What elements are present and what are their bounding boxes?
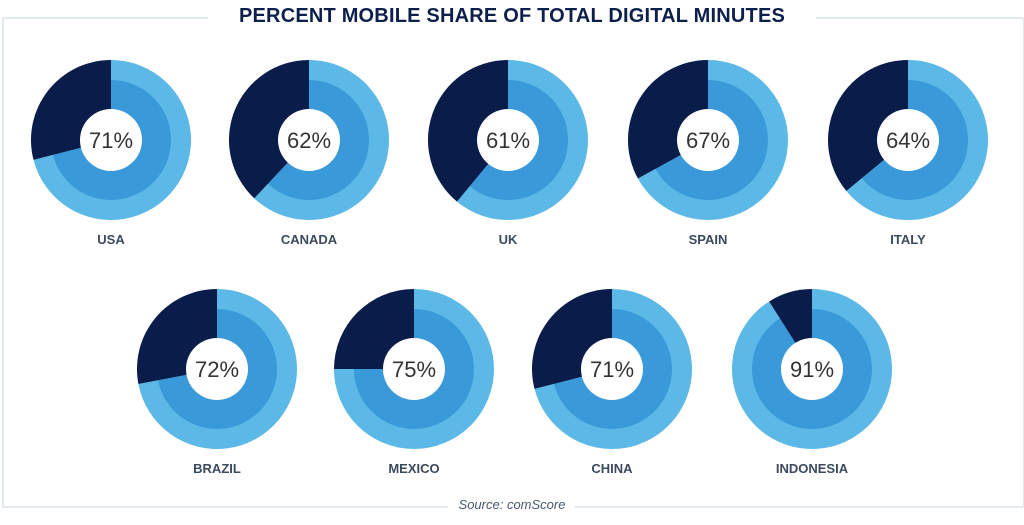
donut-value-label: 62% <box>287 128 331 153</box>
donut-other-uk <box>427 60 508 202</box>
chart-title: PERCENT MOBILE SHARE OF TOTAL DIGITAL MI… <box>238 5 786 27</box>
source-rule-right <box>575 506 1023 508</box>
donut-other-canada <box>229 60 309 199</box>
donut-country-label: ITALY <box>890 232 926 247</box>
donut-value-label: 71% <box>89 128 133 153</box>
donut-hole-canada <box>278 109 340 171</box>
title-rule-left <box>2 17 208 19</box>
donut-country-label: UK <box>499 232 518 247</box>
donut-country-label: CANADA <box>281 232 338 247</box>
donut-country-label: SPAIN <box>689 232 728 247</box>
donut-hole-usa <box>80 109 142 171</box>
donut-hole-indonesia <box>781 338 843 400</box>
donut-country-label: USA <box>97 232 125 247</box>
donut-value-label: 67% <box>686 128 730 153</box>
donut-country-label: CHINA <box>591 461 633 476</box>
donut-value-label: 71% <box>590 357 634 382</box>
donut-country-label: MEXICO <box>388 461 439 476</box>
source-rule-left <box>2 506 448 508</box>
donut-value-label: 75% <box>392 357 436 382</box>
donut-value-label: 91% <box>790 357 834 382</box>
donut-hole-brazil <box>186 338 248 400</box>
donut-value-label: 72% <box>195 357 239 382</box>
donut-hole-china <box>581 338 643 400</box>
donut-hole-italy <box>877 109 939 171</box>
donut-country-label: INDONESIA <box>776 461 849 476</box>
donut-hole-uk <box>477 109 539 171</box>
donut-hole-mexico <box>383 338 445 400</box>
donut-country-label: BRAZIL <box>193 461 241 476</box>
donut-hole-spain <box>677 109 739 171</box>
donut-value-label: 64% <box>886 128 930 153</box>
title-rule-right <box>816 17 1023 19</box>
source-note: Source: comScore <box>458 497 566 512</box>
donut-other-italy <box>828 60 908 191</box>
donut-value-label: 61% <box>486 128 530 153</box>
